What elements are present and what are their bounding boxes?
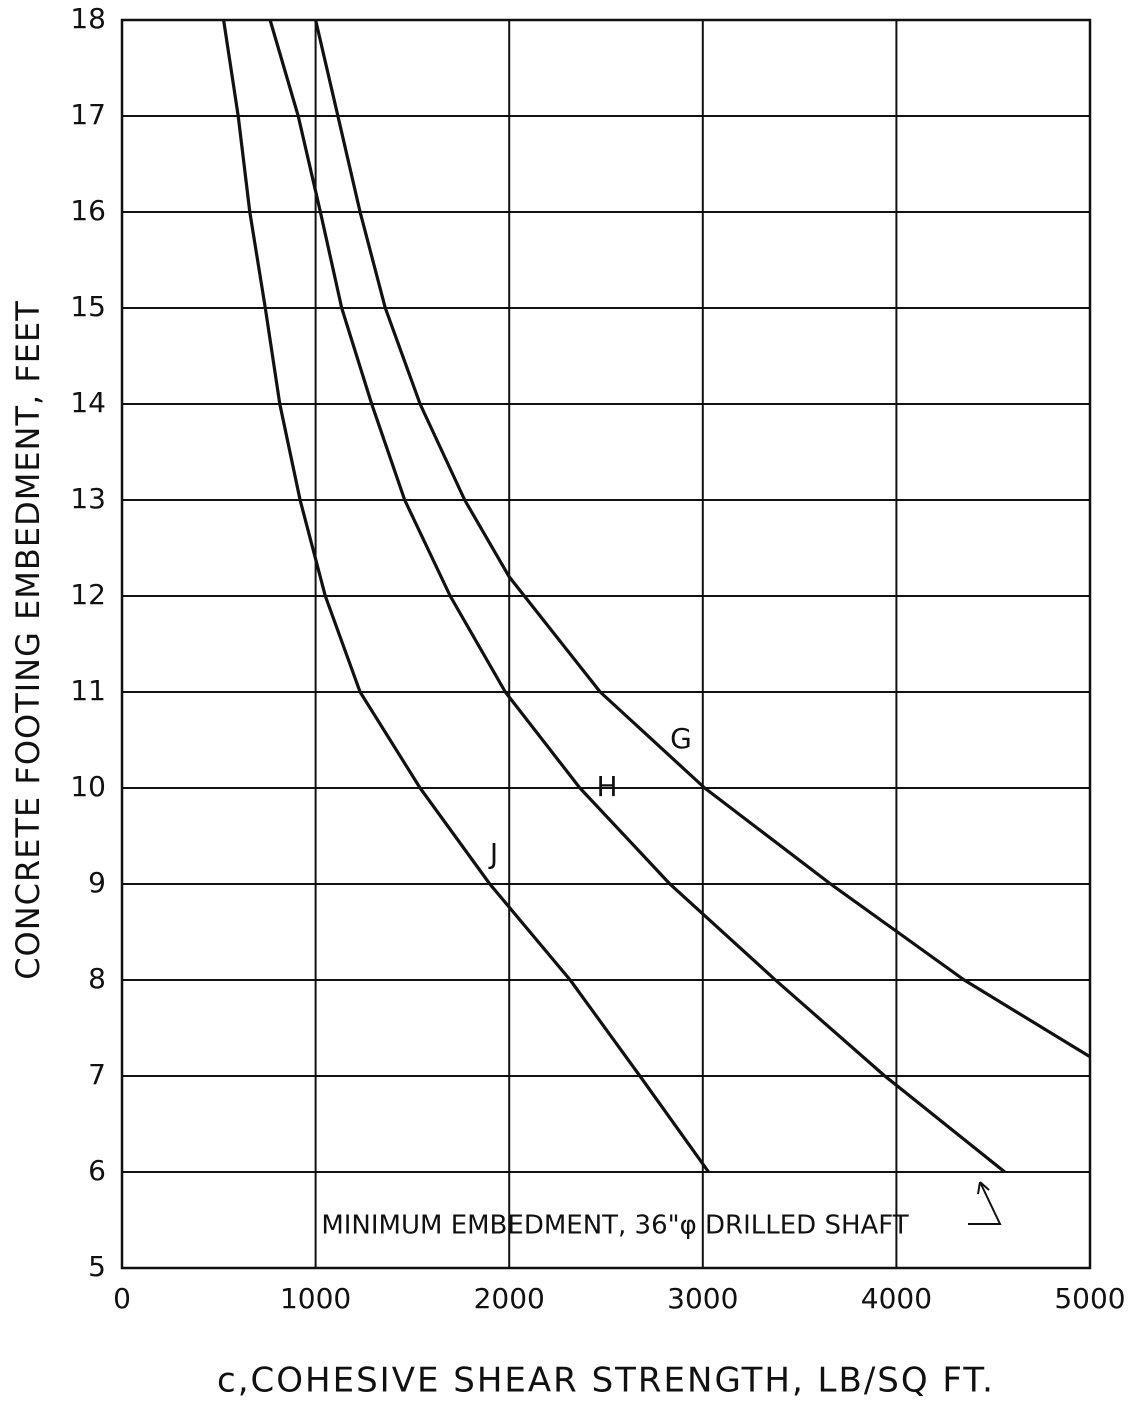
x-axis-label: c,COHESIVE SHEAR STRENGTH, LB/SQ FT. [217,1361,995,1401]
y-tick-label: 13 [70,482,106,515]
y-axis-label: CONCRETE FOOTING EMBEDMENT, FEET [9,300,47,980]
y-tick-label: 5 [88,1250,106,1283]
y-tick-label: 16 [70,194,106,227]
y-tick-label: 11 [70,674,106,707]
x-tick-label: 2000 [474,1282,545,1315]
y-tick-label: 15 [70,290,106,323]
y-tick-label: 7 [88,1058,106,1091]
x-tick-label: 4000 [861,1282,932,1315]
y-tick-label: 12 [70,578,106,611]
x-tick-label: 0 [113,1282,131,1315]
annotation-arrow [968,1181,1002,1225]
annotation: MINIMUM EMBEDMENT, 36"φ DRILLED SHAFT [321,1211,908,1241]
curve [222,19,710,1173]
y-tick-label: 18 [70,2,106,35]
plot-frame [120,18,1092,1270]
series-label: H [596,770,617,803]
y-tick-label: 10 [70,770,106,803]
x-tick-label: 5000 [1054,1282,1125,1315]
curve [268,19,1006,1174]
curve [314,19,1091,1059]
y-tick-label: 9 [88,866,106,899]
y-tick-label: 6 [88,1154,106,1187]
y-tick-label: 8 [88,962,106,995]
x-tick-label: 1000 [280,1282,351,1315]
y-tick-label: 14 [70,386,106,419]
y-tick-label: 17 [70,98,106,131]
series-label: J [488,837,498,870]
x-tick-label: 3000 [667,1282,738,1315]
series-label: G [670,722,692,755]
